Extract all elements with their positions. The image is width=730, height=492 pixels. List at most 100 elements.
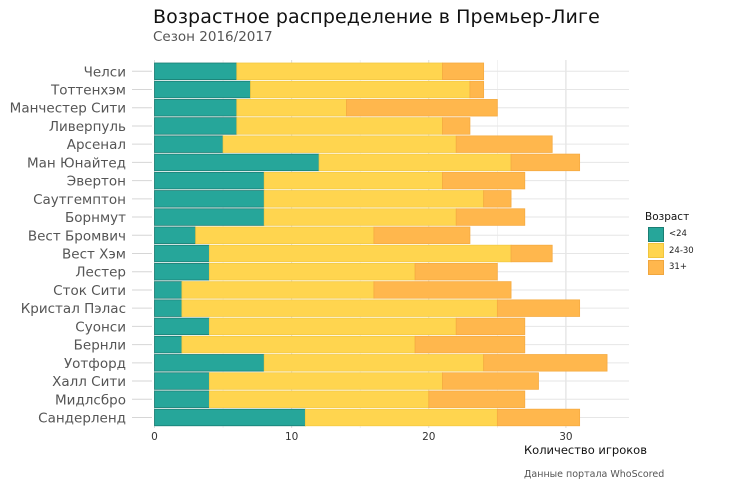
bar-segment-24-30: [181, 299, 498, 317]
bar-segment-under-24: [154, 263, 210, 281]
category-label: Мидлсбро: [55, 392, 126, 408]
bar-segment-31-plus: [442, 62, 485, 81]
bar-segment-31-plus: [442, 117, 471, 135]
bar-segment-31-plus: [442, 171, 526, 190]
bar-segment-24-30: [250, 80, 471, 99]
bar-segment-24-30: [208, 244, 512, 263]
bar-segment-under-24: [154, 281, 183, 299]
x-tick-label: 30: [559, 431, 572, 443]
bar-segment-24-30: [318, 153, 512, 172]
bar-segment-under-24: [154, 317, 210, 336]
legend-swatch-under-24: [648, 226, 664, 242]
legend-label: <24: [669, 229, 687, 240]
category-labels: Челси Тоттенхэм Манчестер Сити Ливерпуль Арс…: [10, 64, 126, 426]
bar-segment-31-plus: [510, 244, 553, 263]
x-tick-label: 0: [151, 431, 158, 443]
chart-subtitle: Сезон 2016/2017: [153, 29, 273, 45]
bar-segment-24-30: [222, 135, 457, 153]
category-label: Манчестер Сити: [10, 101, 126, 117]
bar-segment-31-plus: [496, 299, 581, 317]
bar-segment-31-plus: [455, 208, 526, 226]
bar-segment-under-24: [154, 62, 238, 81]
bar-segment-under-24: [154, 99, 238, 117]
bar-segment-under-24: [154, 335, 183, 354]
bar-segment-31-plus: [373, 226, 471, 244]
source-caption: Данные портала WhoScored: [524, 469, 665, 480]
legend-item-under-24: <24: [645, 226, 694, 243]
category-label: Лестер: [75, 265, 126, 281]
x-axis-label: Количество игроков: [524, 443, 647, 457]
bar-segment-under-24: [154, 354, 265, 372]
legend-title: Возраст: [645, 211, 690, 223]
bar-segment-under-24: [154, 190, 265, 208]
legend-label: 24-30: [669, 245, 694, 256]
bar-segment-24-30: [236, 62, 443, 81]
bar-segment-24-30: [236, 117, 443, 135]
bar-segment-24-30: [208, 390, 430, 408]
legend-label: 31+: [669, 262, 687, 273]
category-label: Кристал Пэлас: [21, 301, 126, 317]
category-label: Суонси: [75, 319, 126, 335]
bar-segment-24-30: [195, 226, 375, 244]
bar-segment-31-plus: [455, 317, 526, 336]
bar-segment-24-30: [263, 354, 485, 372]
category-label: Халл Сити: [52, 374, 126, 390]
x-tick-label: 20: [422, 431, 435, 443]
bar-segment-31-plus: [455, 135, 553, 153]
category-label: Бернли: [74, 338, 126, 354]
chart-title: Возрастное распределение в Премьер-Лиге: [153, 6, 600, 28]
category-label: Уотфорд: [64, 356, 126, 372]
bar-segment-under-24: [154, 135, 224, 153]
bar-segment-24-30: [181, 281, 375, 299]
bar-segment-under-24: [154, 244, 210, 263]
category-label: Саутгемптон: [33, 192, 126, 208]
category-label: Эвертон: [67, 174, 126, 190]
bar-segment-24-30: [208, 263, 416, 281]
bar-segment-24-30: [236, 99, 347, 117]
legend-item-31-plus: 31+: [645, 259, 694, 276]
bars: [154, 62, 608, 427]
bar-segment-31-plus: [469, 80, 485, 99]
bar-segment-24-30: [263, 190, 485, 208]
category-label: Ливерпуль: [49, 119, 126, 135]
bar-segment-under-24: [154, 372, 210, 390]
bar-segment-24-30: [208, 372, 443, 390]
bar-segment-31-plus: [483, 190, 512, 208]
category-tick-marks: [132, 70, 152, 418]
bar-segment-under-24: [154, 153, 320, 172]
category-label: Тоттенхэм: [50, 83, 126, 99]
bar-segment-31-plus: [483, 354, 608, 372]
category-label: Сандерленд: [38, 410, 126, 426]
bar-segment-24-30: [263, 171, 443, 190]
category-label: Ман Юнайтед: [27, 155, 126, 171]
bar-segment-24-30: [263, 208, 457, 226]
bar-segment-under-24: [154, 408, 306, 427]
category-label: Вест Хэм: [62, 247, 126, 263]
bar-segment-under-24: [154, 117, 238, 135]
category-label: Сток Сити: [53, 283, 126, 299]
bar-segment-31-plus: [346, 99, 498, 117]
category-label: Челси: [84, 64, 126, 80]
legend-swatch-24-30: [648, 243, 664, 259]
bar-segment-under-24: [154, 80, 251, 99]
bar-segment-24-30: [208, 317, 457, 336]
bar-segment-31-plus: [414, 263, 498, 281]
bar-segment-under-24: [154, 171, 265, 190]
legend-item-24-30: 24-30: [645, 243, 694, 260]
bar-segment-under-24: [154, 208, 265, 226]
bar-segment-31-plus: [373, 281, 512, 299]
bar-segment-31-plus: [510, 153, 581, 172]
bar-segment-24-30: [304, 408, 498, 427]
bar-segment-31-plus: [428, 390, 526, 408]
bar-segment-31-plus: [414, 335, 526, 354]
bar-segment-under-24: [154, 390, 210, 408]
x-tick-label: 10: [285, 431, 298, 443]
legend: Возраст <24 24-30 31+: [645, 211, 694, 276]
bar-segment-31-plus: [442, 372, 539, 390]
bar-segment-24-30: [181, 335, 416, 354]
category-label: Вест Бромвич: [28, 228, 126, 244]
category-label: Арсенал: [67, 137, 126, 153]
bar-segment-under-24: [154, 299, 183, 317]
legend-swatch-31-plus: [648, 259, 664, 275]
